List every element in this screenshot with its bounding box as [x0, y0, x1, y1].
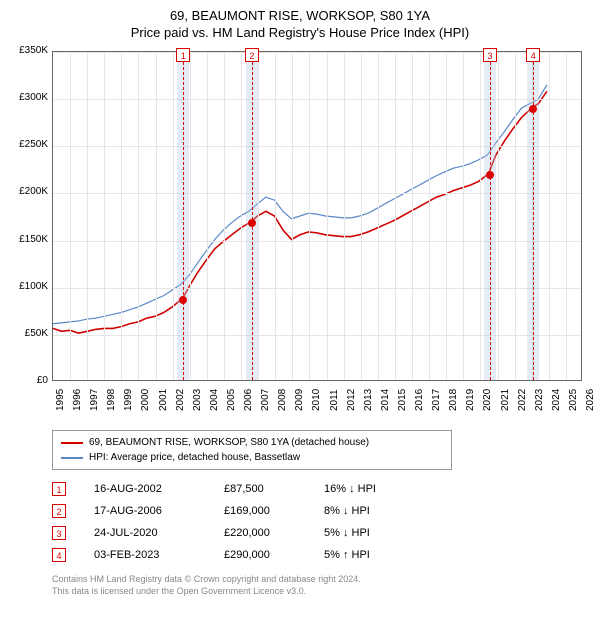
- y-axis-label: £0: [12, 375, 48, 386]
- x-axis-label: 1995: [55, 389, 70, 411]
- x-axis-label: 2001: [158, 389, 173, 411]
- x-axis-label: 2012: [346, 389, 361, 411]
- x-axis-label: 2005: [226, 389, 241, 411]
- sale-number: 3: [52, 526, 66, 540]
- legend-row-property: 69, BEAUMONT RISE, WORKSOP, S80 1YA (det…: [61, 435, 443, 450]
- x-axis-label: 2002: [175, 389, 190, 411]
- legend: 69, BEAUMONT RISE, WORKSOP, S80 1YA (det…: [52, 430, 452, 470]
- sale-pct: 8% ↓ HPI: [324, 505, 444, 517]
- sale-date: 24-JUL-2020: [94, 527, 224, 539]
- x-axis-label: 2003: [192, 389, 207, 411]
- x-axis-label: 2023: [534, 389, 549, 411]
- sale-date: 16-AUG-2002: [94, 483, 224, 495]
- sale-price: £87,500: [224, 483, 324, 495]
- x-axis-label: 2009: [294, 389, 309, 411]
- y-axis-label: £250K: [12, 139, 48, 150]
- x-axis-label: 2017: [431, 389, 446, 411]
- x-axis-label: 2006: [243, 389, 258, 411]
- series-property: [53, 91, 547, 333]
- sale-date: 03-FEB-2023: [94, 549, 224, 561]
- x-axis-label: 2011: [329, 389, 344, 411]
- sale-date: 17-AUG-2006: [94, 505, 224, 517]
- x-axis-label: 2021: [500, 389, 515, 411]
- legend-label-hpi: HPI: Average price, detached house, Bass…: [89, 452, 300, 463]
- sale-marker-box: 3: [483, 48, 497, 62]
- x-axis-label: 1999: [123, 389, 138, 411]
- x-axis-label: 2024: [551, 389, 566, 411]
- chart-subtitle: Price paid vs. HM Land Registry's House …: [12, 25, 588, 40]
- x-axis-label: 1996: [72, 389, 87, 411]
- x-axis-label: 2010: [311, 389, 326, 411]
- footer-line2: This data is licensed under the Open Gov…: [52, 586, 588, 598]
- x-axis-label: 2022: [517, 389, 532, 411]
- sale-pct: 5% ↑ HPI: [324, 549, 444, 561]
- sale-price: £290,000: [224, 549, 324, 561]
- sales-row: 2 17-AUG-2006£169,0008% ↓ HPI: [52, 500, 588, 522]
- chart-container: 69, BEAUMONT RISE, WORKSOP, S80 1YA Pric…: [0, 0, 600, 620]
- x-axis-label: 2016: [414, 389, 429, 411]
- sale-pct: 16% ↓ HPI: [324, 483, 444, 495]
- y-axis-label: £50K: [12, 328, 48, 339]
- sales-table: 1 16-AUG-2002£87,50016% ↓ HPI 2 17-AUG-2006…: [52, 478, 588, 566]
- plot-region: 1 2 3 4: [52, 51, 582, 381]
- y-axis-label: £200K: [12, 186, 48, 197]
- chart-title: 69, BEAUMONT RISE, WORKSOP, S80 1YA: [12, 8, 588, 23]
- x-axis-label: 2025: [568, 389, 583, 411]
- x-axis-label: 2015: [397, 389, 412, 411]
- sale-pct: 5% ↓ HPI: [324, 527, 444, 539]
- sales-row: 4 03-FEB-2023£290,0005% ↑ HPI: [52, 544, 588, 566]
- sale-dot: [529, 105, 537, 113]
- x-axis-label: 2004: [209, 389, 224, 411]
- footer: Contains HM Land Registry data © Crown c…: [52, 574, 588, 597]
- sale-dot: [486, 171, 494, 179]
- x-axis-label: 2008: [277, 389, 292, 411]
- sale-marker-box: 1: [176, 48, 190, 62]
- line-series: [53, 52, 581, 380]
- sale-marker-line: [533, 52, 534, 380]
- x-axis-label: 2020: [482, 389, 497, 411]
- sale-marker-line: [252, 52, 253, 380]
- footer-line1: Contains HM Land Registry data © Crown c…: [52, 574, 588, 586]
- x-axis-label: 2014: [380, 389, 395, 411]
- x-axis-label: 2026: [585, 389, 600, 411]
- legend-swatch-property: [61, 442, 83, 444]
- sale-number: 4: [52, 548, 66, 562]
- x-axis-label: 2000: [140, 389, 155, 411]
- sale-dot: [179, 296, 187, 304]
- legend-row-hpi: HPI: Average price, detached house, Bass…: [61, 450, 443, 465]
- x-axis-label: 2007: [260, 389, 275, 411]
- sales-row: 1 16-AUG-2002£87,50016% ↓ HPI: [52, 478, 588, 500]
- chart-area: 1 2 3 4 £0 £50K £100K £150K £200K £250K £300K £350…: [12, 46, 588, 426]
- sale-marker-line: [183, 52, 184, 380]
- legend-label-property: 69, BEAUMONT RISE, WORKSOP, S80 1YA (det…: [89, 437, 369, 448]
- sale-dot: [248, 219, 256, 227]
- y-axis-label: £350K: [12, 45, 48, 56]
- x-axis-label: 2019: [465, 389, 480, 411]
- y-axis-label: £300K: [12, 92, 48, 103]
- sale-marker-box: 4: [526, 48, 540, 62]
- sale-marker-box: 2: [245, 48, 259, 62]
- sale-number: 1: [52, 482, 66, 496]
- legend-swatch-hpi: [61, 457, 83, 459]
- y-axis-label: £150K: [12, 234, 48, 245]
- x-axis-label: 2018: [448, 389, 463, 411]
- x-axis-label: 1998: [106, 389, 121, 411]
- sale-marker-line: [490, 52, 491, 380]
- sale-price: £220,000: [224, 527, 324, 539]
- y-axis-label: £100K: [12, 281, 48, 292]
- x-axis-label: 2013: [363, 389, 378, 411]
- x-axis-label: 1997: [89, 389, 104, 411]
- sales-row: 3 24-JUL-2020£220,0005% ↓ HPI: [52, 522, 588, 544]
- sale-price: £169,000: [224, 505, 324, 517]
- sale-number: 2: [52, 504, 66, 518]
